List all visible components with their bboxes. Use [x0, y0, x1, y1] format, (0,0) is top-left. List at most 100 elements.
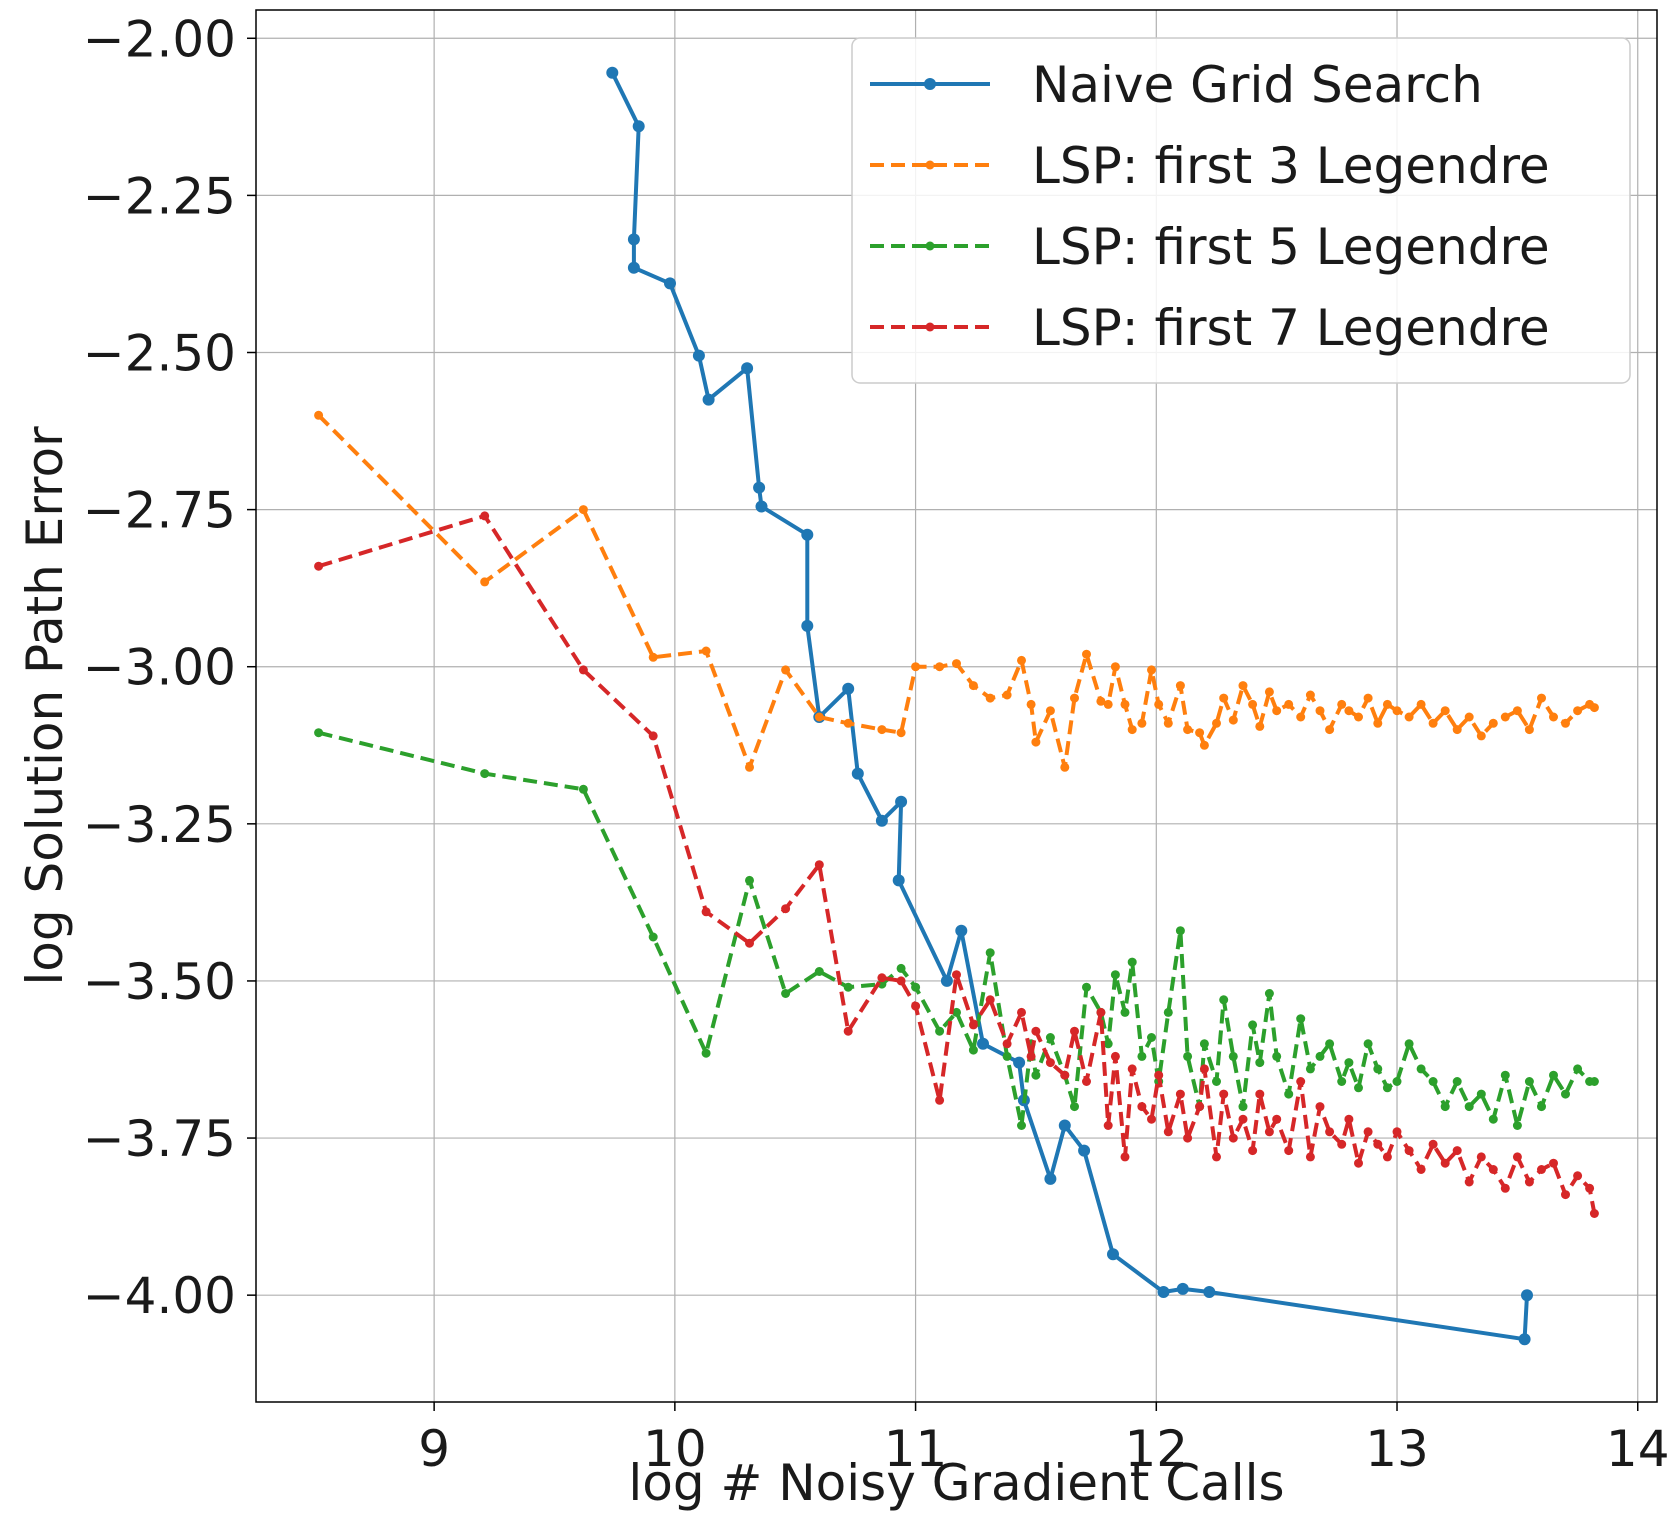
data-point — [896, 728, 906, 738]
data-point — [1404, 1039, 1414, 1049]
legend: Naive Grid Search LSP: first 3 Legendre LS… — [851, 37, 1631, 384]
data-point — [1199, 740, 1209, 750]
data-point — [1002, 690, 1012, 700]
data-point — [1264, 1127, 1274, 1137]
data-point — [1512, 1121, 1522, 1130]
data-point — [781, 665, 791, 675]
data-point — [1428, 1139, 1438, 1149]
data-point — [1305, 1064, 1315, 1074]
data-point — [1228, 715, 1238, 725]
data-point — [1070, 1102, 1079, 1112]
data-point — [1013, 1056, 1026, 1069]
data-point — [1203, 1286, 1216, 1298]
data-point — [1392, 706, 1402, 716]
data-point — [1238, 681, 1248, 691]
data-point — [1103, 1039, 1113, 1049]
data-point — [1147, 1114, 1156, 1124]
data-point — [1325, 1127, 1335, 1137]
data-point — [1120, 1152, 1130, 1162]
data-point — [1476, 731, 1486, 741]
data-point — [1392, 1077, 1402, 1086]
data-point — [745, 762, 754, 772]
data-point — [1272, 1114, 1282, 1124]
data-point — [952, 970, 961, 980]
data-point — [1315, 706, 1325, 716]
data-point — [1476, 1152, 1486, 1162]
data-point — [985, 995, 995, 1005]
data-point — [1284, 1089, 1294, 1099]
data-point — [892, 874, 905, 887]
data-point — [1248, 699, 1258, 709]
data-point — [1354, 1158, 1363, 1168]
data-point — [1147, 665, 1156, 675]
data-point — [648, 932, 658, 942]
data-point — [896, 963, 906, 973]
data-point — [1561, 1089, 1570, 1099]
data-point — [1137, 718, 1147, 728]
data-point — [1103, 699, 1113, 709]
data-point — [1058, 1119, 1071, 1132]
data-point — [701, 1048, 711, 1058]
data-point — [1110, 970, 1120, 980]
data-point — [1219, 995, 1229, 1005]
data-point — [1082, 982, 1091, 992]
x-tick-label: 9 — [418, 1420, 450, 1478]
data-point — [755, 500, 768, 513]
data-point — [632, 120, 645, 133]
data-point — [745, 875, 754, 885]
data-point — [1561, 1190, 1570, 1200]
data-point — [1107, 1248, 1119, 1261]
data-point — [968, 1020, 978, 1030]
data-point — [1337, 699, 1347, 709]
data-point — [1284, 1146, 1294, 1156]
y-tick-label: −3.75 — [83, 1110, 236, 1168]
y-tick-label: −2.00 — [83, 10, 236, 68]
data-point — [935, 1095, 945, 1105]
data-point — [1154, 699, 1164, 709]
data-point — [1127, 725, 1137, 735]
data-point — [977, 1037, 989, 1050]
data-point — [1195, 728, 1205, 738]
data-point — [814, 712, 824, 722]
data-point — [955, 924, 968, 937]
series-lsp-first-3-legendre — [314, 410, 1599, 772]
data-point — [1416, 1165, 1426, 1174]
data-point — [578, 505, 588, 515]
data-point — [1440, 1158, 1450, 1168]
legend-label: LSP: first 5 Legendre — [1032, 218, 1550, 276]
data-point — [701, 907, 711, 917]
data-point — [1404, 1146, 1414, 1156]
data-point — [911, 982, 921, 992]
data-point — [1464, 712, 1474, 722]
data-point — [1157, 1286, 1170, 1298]
x-axis: 9 10 11 12 13 14 — [418, 1402, 1670, 1478]
data-point — [1219, 693, 1229, 703]
data-point — [842, 682, 855, 695]
data-point — [935, 662, 945, 672]
data-point — [1315, 1102, 1325, 1112]
data-point — [1002, 1039, 1012, 1049]
data-point — [1344, 1058, 1354, 1068]
data-point — [1031, 1070, 1041, 1080]
data-point — [851, 767, 864, 780]
legend-entry: LSP: first 7 Legendre — [870, 299, 1550, 357]
data-point — [1363, 1039, 1373, 1049]
data-point — [1175, 681, 1185, 691]
data-point — [1238, 1102, 1248, 1112]
legend-entry: Naive Grid Search — [870, 56, 1483, 114]
data-point — [627, 261, 640, 274]
data-point — [1305, 1152, 1315, 1162]
y-tick-label: −3.50 — [83, 953, 236, 1011]
legend-marker — [925, 241, 935, 251]
y-tick-label: −2.75 — [83, 482, 236, 540]
data-point — [814, 860, 824, 870]
x-tick-label: 10 — [643, 1420, 707, 1478]
series-lsp-first-7-legendre — [314, 511, 1599, 1218]
data-point — [1183, 1133, 1193, 1143]
data-point — [1044, 1172, 1057, 1185]
data-point — [1416, 1064, 1426, 1074]
data-point — [1255, 721, 1265, 731]
legend-box — [851, 37, 1631, 384]
data-point — [1264, 989, 1274, 998]
data-point — [1488, 1114, 1498, 1124]
